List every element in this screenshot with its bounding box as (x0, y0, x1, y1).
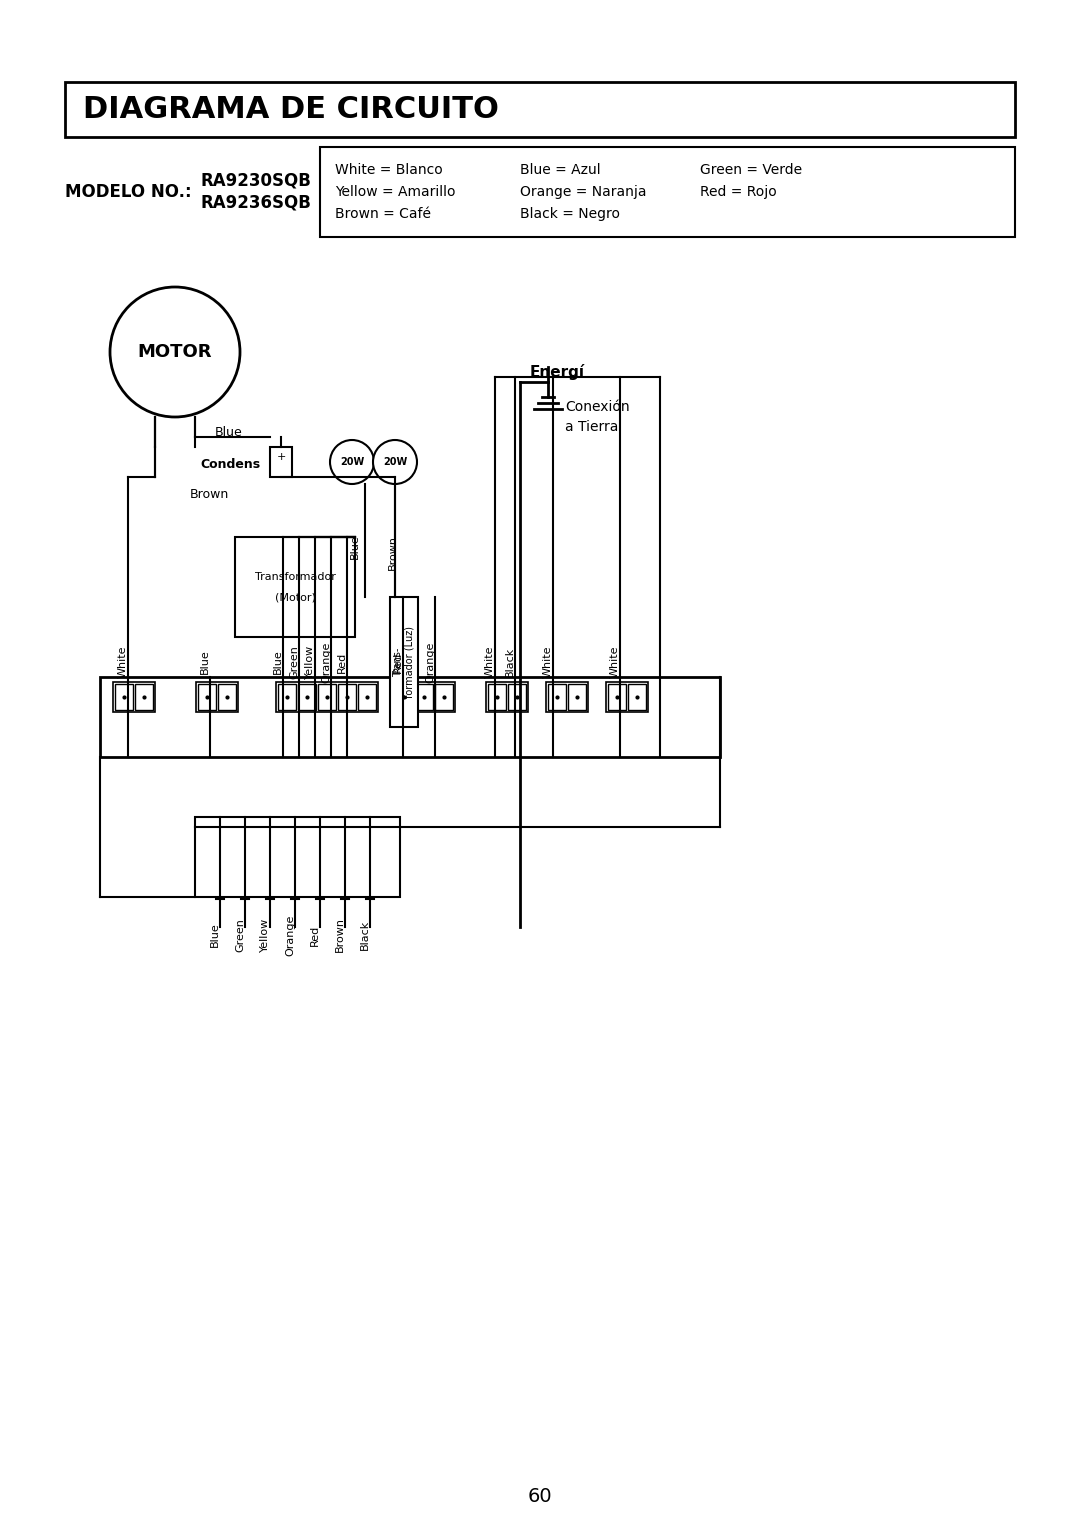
Text: RA9230SQB: RA9230SQB (200, 171, 311, 189)
Bar (65, 82, 1015, 137)
Text: Blue: Blue (273, 649, 283, 675)
Bar (393, 683, 455, 712)
Text: Brown: Brown (388, 534, 399, 570)
Bar (113, 683, 156, 712)
Text: MODELO NO.:: MODELO NO.: (65, 183, 191, 202)
Text: Red = Rojo: Red = Rojo (700, 185, 777, 199)
Text: DIAGRAMA DE CIRCUITO: DIAGRAMA DE CIRCUITO (83, 95, 499, 124)
Bar (320, 147, 1015, 237)
Text: Orange: Orange (285, 915, 295, 956)
Text: White: White (485, 646, 495, 678)
Bar (357, 684, 376, 710)
Bar (548, 684, 566, 710)
Text: +: + (276, 452, 286, 463)
Text: a Tierra: a Tierra (565, 420, 619, 434)
Text: Brown = Café: Brown = Café (335, 208, 431, 221)
Circle shape (373, 440, 417, 484)
Text: Green: Green (235, 918, 245, 951)
Text: Brown: Brown (335, 918, 345, 953)
Text: Green: Green (289, 644, 299, 680)
Text: White: White (610, 646, 620, 678)
Text: Condens: Condens (200, 458, 260, 472)
Bar (276, 683, 378, 712)
Bar (390, 597, 418, 727)
Text: 60: 60 (528, 1487, 552, 1507)
Text: Red: Red (393, 652, 403, 672)
Bar (568, 684, 586, 710)
Text: Red: Red (310, 924, 320, 945)
Text: 20W: 20W (340, 457, 364, 467)
Bar (435, 684, 453, 710)
Text: Red: Red (337, 652, 347, 672)
Text: 20W: 20W (383, 457, 407, 467)
Text: Conexión: Conexión (565, 400, 630, 414)
Text: Blue: Blue (210, 922, 220, 947)
Text: Blue: Blue (200, 649, 210, 675)
Bar (608, 684, 626, 710)
Bar (508, 684, 526, 710)
Bar (338, 684, 356, 710)
Bar (270, 447, 292, 476)
Text: Energí: Energí (530, 363, 585, 380)
Text: Blue: Blue (215, 426, 243, 438)
Text: White: White (543, 646, 553, 678)
Text: Green = Verde: Green = Verde (700, 163, 802, 177)
Circle shape (330, 440, 374, 484)
Text: Yellow = Amarillo: Yellow = Amarillo (335, 185, 456, 199)
Bar (235, 538, 355, 637)
Text: White: White (118, 646, 129, 678)
Text: Yellow: Yellow (260, 918, 270, 953)
Bar (100, 676, 720, 757)
Text: Blue = Azul: Blue = Azul (519, 163, 600, 177)
Text: Orange: Orange (426, 641, 435, 683)
Text: Orange = Naranja: Orange = Naranja (519, 185, 647, 199)
Text: (Motor): (Motor) (274, 592, 315, 602)
Bar (218, 684, 237, 710)
Bar (198, 684, 216, 710)
Bar (606, 683, 648, 712)
Text: Black = Negro: Black = Negro (519, 208, 620, 221)
Text: Trans-
formador (Luz): Trans- formador (Luz) (393, 626, 415, 698)
Bar (318, 684, 336, 710)
Text: Orange: Orange (321, 641, 330, 683)
Bar (298, 684, 316, 710)
Bar (627, 684, 646, 710)
Text: Yellow: Yellow (305, 644, 315, 680)
Bar (135, 684, 153, 710)
Text: Blue: Blue (350, 534, 360, 559)
Bar (546, 683, 588, 712)
Bar (415, 684, 433, 710)
Text: Transformador: Transformador (255, 573, 336, 582)
Bar (278, 684, 296, 710)
Text: White = Blanco: White = Blanco (335, 163, 443, 177)
Text: MOTOR: MOTOR (138, 344, 213, 360)
Bar (195, 683, 238, 712)
Text: RA9236SQB: RA9236SQB (200, 192, 311, 211)
Text: Brown: Brown (190, 489, 229, 501)
Circle shape (110, 287, 240, 417)
Text: Black: Black (360, 919, 370, 950)
Bar (395, 684, 413, 710)
Bar (195, 817, 400, 896)
Bar (114, 684, 133, 710)
Text: Black: Black (505, 647, 515, 676)
Bar (486, 683, 528, 712)
Bar (488, 684, 507, 710)
